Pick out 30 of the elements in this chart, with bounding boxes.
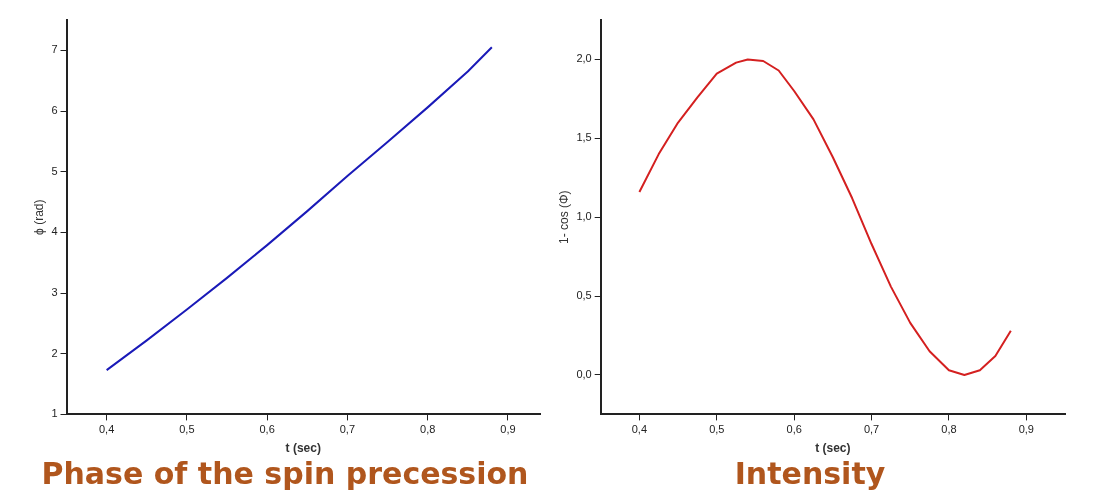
y-tick-label: 0,5 [576,289,592,302]
y-tick-label: 1 [51,407,58,420]
x-tick-label: 0,6 [259,423,275,436]
x-tick-label: 0,5 [709,423,725,436]
x-axis-title: t (sec) [815,441,851,456]
x-axis-title: t (sec) [285,441,321,456]
y-tick-label: 4 [51,225,58,238]
y-tick-label: 2,0 [576,52,592,65]
x-tick-label: 0,7 [863,423,880,436]
x-tick-label: 0,7 [339,423,356,436]
x-tick-label: 0,9 [500,423,516,436]
y-tick-label: 6 [51,104,58,117]
x-tick-label: 0,4 [631,423,648,436]
x-tick-label: 0,8 [420,423,436,436]
text: Phase of the spin precession [41,455,529,491]
x-tick-label: 0,5 [179,423,195,436]
x-tick-label: 0,9 [1018,423,1034,436]
x-tick-label: 0,8 [941,423,957,436]
x-tick-label: 0,6 [786,423,802,436]
y-tick-label: 7 [51,43,58,56]
y-tick-label: 1,0 [576,210,592,223]
y-tick-label: 0,0 [576,367,592,380]
y-axis-title: ϕ (rad) [31,199,46,235]
y-tick-label: 3 [51,286,58,299]
y-tick-label: 1,5 [576,131,592,144]
x-tick-label: 0,4 [98,423,115,436]
text: Intensity [734,455,886,491]
y-axis-title: 1- cos (Φ) [556,190,571,244]
y-tick-label: 2 [51,346,58,359]
y-tick-label: 5 [51,164,58,177]
